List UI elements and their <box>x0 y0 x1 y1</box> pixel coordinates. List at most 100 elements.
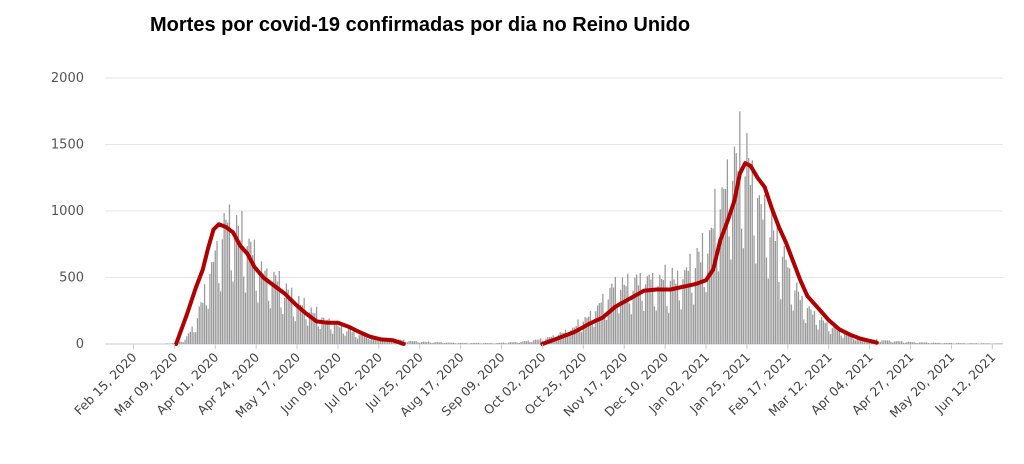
daily-bar <box>353 330 355 344</box>
daily-bar <box>906 341 908 344</box>
daily-bar <box>264 270 266 344</box>
daily-bar <box>195 332 197 344</box>
daily-bar <box>970 343 972 344</box>
daily-bar <box>244 292 247 344</box>
daily-bar <box>762 219 764 344</box>
daily-bar <box>797 291 800 344</box>
daily-bar <box>330 329 332 344</box>
daily-bar <box>591 324 593 344</box>
daily-bar <box>506 343 508 344</box>
daily-bar <box>897 341 899 344</box>
daily-bar <box>312 313 314 344</box>
daily-bar <box>328 318 330 344</box>
daily-bar <box>643 311 645 344</box>
daily-bar <box>580 332 583 344</box>
daily-bar <box>171 343 174 344</box>
daily-bar <box>257 302 259 344</box>
daily-bar <box>623 284 625 344</box>
daily-bar <box>824 322 826 344</box>
daily-bar <box>314 313 316 344</box>
daily-bar <box>614 276 616 344</box>
daily-bar <box>262 273 264 344</box>
daily-bar <box>721 187 723 344</box>
daily-bar <box>196 318 199 344</box>
daily-bar <box>924 342 926 344</box>
daily-bar <box>710 227 713 344</box>
daily-bar <box>890 341 892 344</box>
daily-bar <box>698 251 700 344</box>
daily-bar <box>669 280 672 344</box>
daily-bar <box>554 339 556 344</box>
daily-bar <box>938 342 940 344</box>
daily-bar <box>886 340 889 344</box>
daily-bar <box>490 342 492 344</box>
daily-bar <box>372 337 375 344</box>
daily-bar <box>203 284 206 344</box>
daily-bar <box>815 324 817 344</box>
daily-bar <box>230 270 232 344</box>
daily-bar <box>696 248 698 344</box>
daily-bar <box>269 308 272 344</box>
daily-bar <box>776 219 778 344</box>
daily-bar <box>477 342 480 344</box>
daily-bar <box>625 286 627 344</box>
daily-bar <box>755 263 757 344</box>
daily-bar <box>472 343 474 344</box>
daily-bar <box>593 326 595 344</box>
daily-bar <box>760 204 762 344</box>
daily-bar <box>899 341 901 344</box>
daily-bar <box>993 343 995 344</box>
daily-bar <box>346 331 348 344</box>
daily-bar <box>790 304 793 344</box>
daily-bar <box>253 239 256 344</box>
daily-bar <box>484 342 487 344</box>
daily-bar <box>772 230 775 344</box>
daily-bar <box>191 326 193 344</box>
daily-bar <box>424 341 426 344</box>
daily-bar <box>291 287 293 344</box>
chart-title: Mortes por covid-19 confirmadas por dia … <box>150 14 691 36</box>
daily-bar <box>223 213 225 344</box>
daily-bar <box>449 342 451 344</box>
daily-bar <box>749 185 752 344</box>
daily-bar <box>422 341 424 344</box>
daily-bar <box>973 343 976 344</box>
daily-bar <box>820 317 823 344</box>
daily-bar <box>646 276 648 344</box>
daily-bar <box>730 259 732 344</box>
daily-bar <box>287 289 289 344</box>
daily-bar <box>237 225 240 344</box>
daily-bar <box>671 267 673 344</box>
daily-bar <box>461 342 464 344</box>
daily-bar <box>998 343 1001 344</box>
daily-bar <box>785 259 787 344</box>
daily-bar <box>525 341 528 344</box>
daily-bar <box>225 219 227 344</box>
daily-bar <box>913 341 915 344</box>
daily-bar <box>294 321 296 344</box>
daily-bar <box>728 236 730 344</box>
daily-bar <box>984 343 986 344</box>
daily-bar <box>520 341 522 344</box>
seven-day-average-line <box>540 161 879 346</box>
daily-bar <box>744 176 746 344</box>
daily-bar <box>271 281 273 344</box>
daily-bar <box>518 342 520 344</box>
daily-bar <box>945 342 947 344</box>
seven-day-average-line <box>174 222 406 346</box>
daily-bar <box>411 341 414 344</box>
daily-bar <box>438 342 440 344</box>
daily-bar <box>219 291 222 344</box>
daily-bar <box>819 320 821 344</box>
daily-bar <box>417 342 419 344</box>
daily-bar <box>981 343 983 344</box>
daily-bar <box>556 339 558 344</box>
daily-bar <box>788 268 791 344</box>
daily-bar <box>360 332 362 344</box>
daily-bar <box>508 342 510 344</box>
daily-bar <box>927 343 929 344</box>
daily-bar <box>342 333 344 344</box>
daily-bar <box>344 335 346 344</box>
daily-bar <box>723 188 725 344</box>
daily-bar <box>273 271 275 344</box>
